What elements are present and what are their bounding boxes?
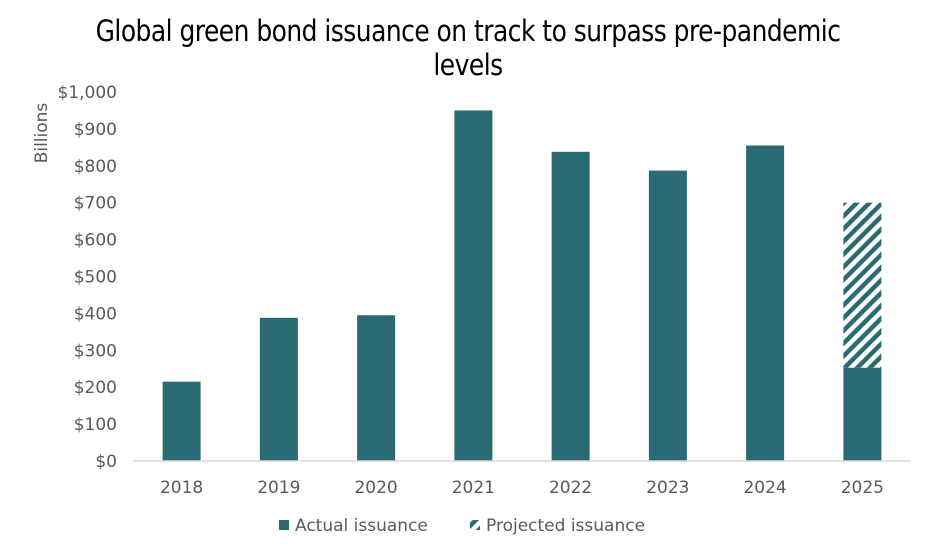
legend-swatch-actual [279, 520, 289, 530]
legend-label-projected: Projected issuance [486, 516, 645, 536]
legend-swatch-projected [470, 520, 480, 530]
x-tick-label: 2023 [646, 478, 689, 498]
y-tick-label: $0 [95, 452, 117, 472]
legend-label-actual: Actual issuance [295, 516, 428, 536]
y-tick-label: $700 [74, 194, 117, 214]
y-tick-label: $800 [74, 157, 117, 177]
y-tick-label: $900 [74, 120, 117, 140]
y-tick-label: $200 [74, 378, 117, 398]
bar-actual-2023 [648, 170, 687, 462]
x-tick-label: 2020 [354, 478, 397, 498]
x-tick-label: 2025 [841, 478, 884, 498]
x-tick-label: 2021 [452, 478, 495, 498]
bar-actual-2018 [162, 381, 201, 461]
bar-actual-2021 [454, 110, 493, 461]
y-tick-label: $500 [74, 268, 117, 288]
y-tick-label: $1,000 [58, 83, 117, 103]
chart-title: Global green bond issuance on track to s… [95, 14, 841, 82]
bar-actual-2024 [746, 145, 785, 461]
bar-actual-2022 [551, 151, 590, 461]
x-tick-label: 2024 [743, 478, 786, 498]
y-tick-label: $300 [74, 341, 117, 361]
y-tick-label: $100 [74, 415, 117, 435]
bar-actual-2019 [259, 317, 298, 461]
bar-actual-2020 [357, 315, 396, 461]
bar-actual-2025 [843, 367, 882, 461]
x-tick-label: 2018 [160, 478, 203, 498]
bar-projected-2025 [843, 202, 882, 368]
x-tick-label: 2019 [257, 478, 300, 498]
x-tick-label: 2022 [549, 478, 592, 498]
y-axis-label: Billions [32, 103, 52, 164]
y-tick-label: $600 [74, 231, 117, 251]
y-tick-label: $400 [74, 304, 117, 324]
